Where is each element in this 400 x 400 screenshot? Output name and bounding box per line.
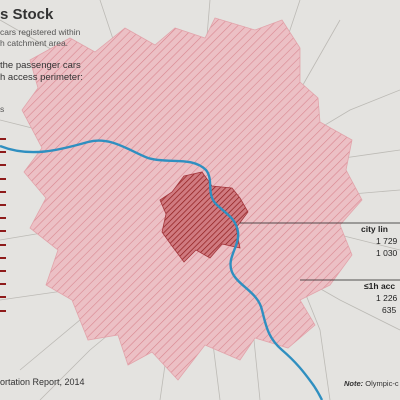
left-tick-mark	[0, 270, 6, 272]
map-title: s Stock	[0, 6, 54, 23]
note-text: Olympic-c	[365, 379, 399, 388]
river	[0, 139, 324, 400]
left-tick-mark	[0, 296, 6, 299]
left-tick-mark	[0, 151, 6, 154]
left-tick-mark	[0, 204, 6, 206]
left-tick-mark	[0, 283, 6, 286]
access-value-2: 635	[382, 305, 397, 315]
left-tick-mark	[0, 138, 6, 140]
question-line-1: the passenger cars	[0, 60, 81, 71]
question-line-2: h access perimeter:	[0, 72, 83, 83]
left-tick-mark	[0, 164, 6, 167]
left-tick-mark	[0, 217, 6, 220]
access-value-1: 1 226	[376, 293, 398, 303]
city-value-1: 1 729	[376, 236, 398, 246]
subtitle-line-2: h catchment area.	[0, 38, 69, 48]
map-note: Note: Olympic-c	[344, 379, 399, 388]
left-tick-mark	[0, 309, 6, 312]
access-perimeter-label: ≤1h acc	[364, 281, 396, 291]
left-tick-mark	[0, 230, 6, 233]
subtitle-line-1: cars registered within	[0, 27, 81, 37]
left-tick-mark	[0, 243, 6, 246]
city-limits-label: city lin	[361, 224, 388, 234]
note-label: Note:	[344, 379, 364, 388]
left-tick-mark	[0, 256, 6, 259]
left-tick-mark	[0, 177, 6, 180]
city-limits-area	[159, 171, 249, 263]
left-tick-mark	[0, 190, 6, 193]
city-value-2: 1 030	[376, 248, 398, 258]
left-fragment-label: s	[0, 104, 5, 114]
source-credit: ortation Report, 2014	[0, 377, 85, 387]
